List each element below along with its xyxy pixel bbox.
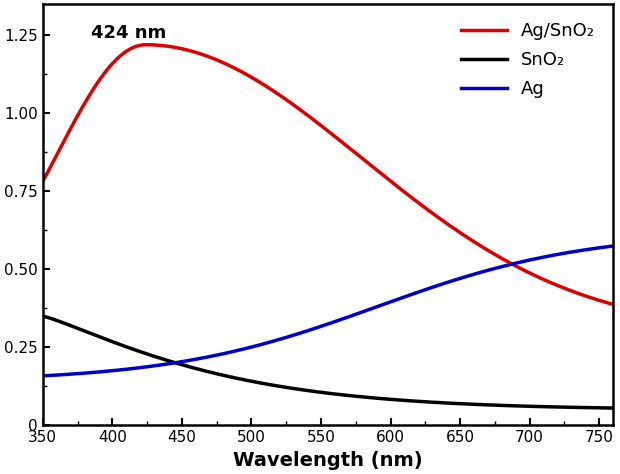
SnO₂ (402, 398, 410, 403)
SnO₂ (609, 405, 617, 411)
Ag/SnO₂ (39, 179, 46, 184)
Legend: Ag/SnO₂, SnO₂, Ag: Ag/SnO₂, SnO₂, Ag (453, 13, 604, 107)
SnO₂ (39, 313, 46, 319)
Ag/SnO₂ (472, 240, 480, 246)
Ag (402, 293, 410, 299)
Text: 424 nm: 424 nm (92, 25, 167, 43)
Ag/SnO₂ (74, 112, 81, 118)
Ag (370, 305, 378, 310)
Ag/SnO₂ (403, 191, 410, 197)
SnO₂ (472, 401, 479, 407)
X-axis label: Wavelength (nm): Wavelength (nm) (233, 451, 423, 470)
Ag (472, 271, 479, 277)
SnO₂ (385, 396, 392, 402)
Line: SnO₂: SnO₂ (43, 316, 613, 408)
Line: Ag/SnO₂: Ag/SnO₂ (43, 45, 613, 304)
Ag (530, 256, 538, 262)
SnO₂ (370, 395, 378, 401)
Ag (609, 243, 617, 249)
SnO₂ (74, 326, 81, 331)
Ag/SnO₂ (142, 42, 149, 47)
Ag (385, 300, 392, 305)
SnO₂ (530, 403, 538, 409)
Line: Ag: Ag (43, 246, 613, 376)
Ag/SnO₂ (609, 301, 617, 307)
Ag (74, 371, 81, 376)
Ag/SnO₂ (386, 178, 394, 183)
Ag/SnO₂ (371, 165, 378, 171)
Ag/SnO₂ (531, 273, 538, 278)
Ag (39, 373, 46, 379)
